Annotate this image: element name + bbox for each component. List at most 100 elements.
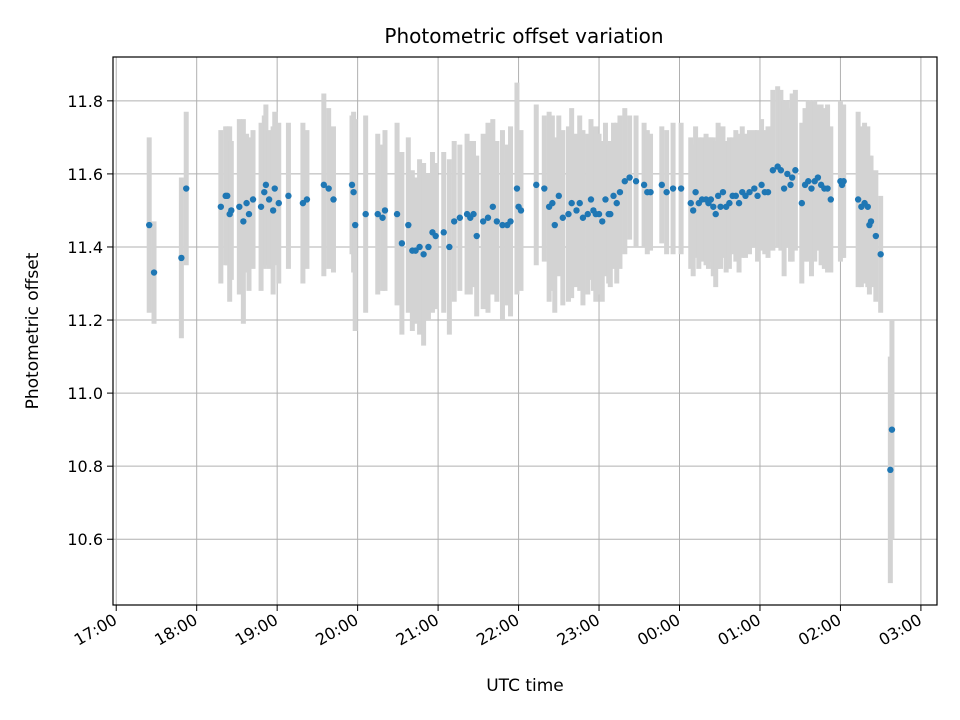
data-point — [746, 188, 753, 196]
data-point — [595, 210, 603, 218]
data-point — [687, 199, 694, 207]
data-point — [271, 185, 278, 192]
data-point — [493, 218, 501, 225]
y-tick-label: 10.8 — [67, 457, 103, 476]
data-point — [602, 196, 609, 203]
data-point — [479, 218, 487, 225]
data-point — [824, 185, 831, 192]
data-point — [541, 185, 548, 192]
data-point — [416, 243, 423, 251]
data-point — [867, 218, 875, 225]
data-point — [707, 196, 715, 203]
data-point — [559, 214, 567, 221]
data-point — [285, 192, 292, 200]
data-point — [236, 203, 243, 210]
data-point — [632, 178, 640, 185]
data-point — [150, 269, 158, 276]
data-point — [217, 203, 225, 210]
data-point — [269, 207, 277, 214]
data-point — [872, 232, 880, 240]
data-point — [840, 178, 847, 185]
data-point — [507, 218, 514, 225]
data-point — [610, 192, 617, 200]
data-point — [658, 181, 665, 189]
data-point — [446, 243, 453, 251]
data-point — [751, 185, 758, 192]
data-point — [249, 196, 257, 203]
data-point — [568, 199, 575, 207]
data-point — [425, 243, 432, 251]
data-point — [689, 207, 697, 214]
data-point — [243, 199, 250, 207]
data-point — [769, 167, 777, 174]
data-point — [352, 221, 359, 229]
data-point — [784, 170, 791, 178]
data-point — [262, 181, 270, 189]
data-point — [551, 221, 558, 229]
data-point — [432, 232, 439, 240]
data-point — [777, 167, 785, 174]
data-point — [348, 181, 356, 189]
data-point — [362, 210, 369, 218]
data-point — [887, 466, 894, 474]
data-point — [325, 185, 332, 192]
data-point — [758, 181, 765, 189]
data-point — [792, 167, 799, 174]
data-point — [888, 426, 896, 433]
data-point — [275, 199, 282, 207]
data-point — [764, 188, 772, 196]
data-point — [146, 221, 153, 229]
data-point — [261, 188, 268, 196]
data-point — [717, 203, 724, 210]
y-tick-label: 11.6 — [67, 165, 103, 184]
y-tick-label: 11.0 — [67, 384, 103, 403]
y-axis-label: Photometric offset — [23, 252, 43, 409]
data-point — [754, 192, 761, 200]
data-point — [787, 181, 794, 189]
data-point — [440, 229, 447, 236]
data-point — [808, 185, 815, 192]
data-point — [710, 203, 717, 210]
data-point — [473, 232, 480, 240]
data-point — [587, 196, 595, 203]
data-point — [257, 203, 265, 210]
data-point — [228, 207, 235, 214]
data-point — [576, 199, 583, 207]
data-point — [714, 192, 722, 200]
data-points — [146, 163, 896, 474]
data-point — [240, 218, 247, 225]
data-point — [517, 207, 525, 214]
y-tick-label: 11.8 — [67, 92, 103, 111]
data-point — [573, 207, 580, 214]
data-point — [499, 221, 506, 229]
data-point — [712, 210, 719, 218]
data-point — [735, 199, 743, 207]
x-axis-label: UTC time — [486, 676, 564, 696]
data-point — [405, 221, 412, 229]
data-point — [183, 185, 190, 192]
data-point — [456, 214, 464, 221]
data-point — [393, 210, 401, 218]
data-point — [599, 218, 606, 225]
data-point — [805, 178, 812, 185]
data-point — [330, 196, 337, 203]
data-point — [489, 203, 497, 210]
y-tick-label: 11.4 — [67, 238, 103, 257]
data-point — [350, 188, 357, 196]
data-point — [549, 199, 556, 207]
y-tick-label: 10.6 — [67, 530, 103, 549]
data-point — [374, 210, 381, 218]
data-point — [579, 214, 587, 221]
y-tick-label: 11.2 — [67, 311, 103, 330]
data-point — [877, 251, 884, 258]
data-point — [719, 188, 727, 196]
data-point — [814, 174, 822, 181]
data-point — [647, 188, 654, 196]
data-point — [640, 181, 648, 189]
data-point — [732, 192, 740, 200]
data-point — [626, 174, 633, 181]
data-point — [565, 210, 572, 218]
data-point — [798, 199, 806, 207]
data-point — [265, 196, 273, 203]
data-point — [224, 192, 231, 200]
